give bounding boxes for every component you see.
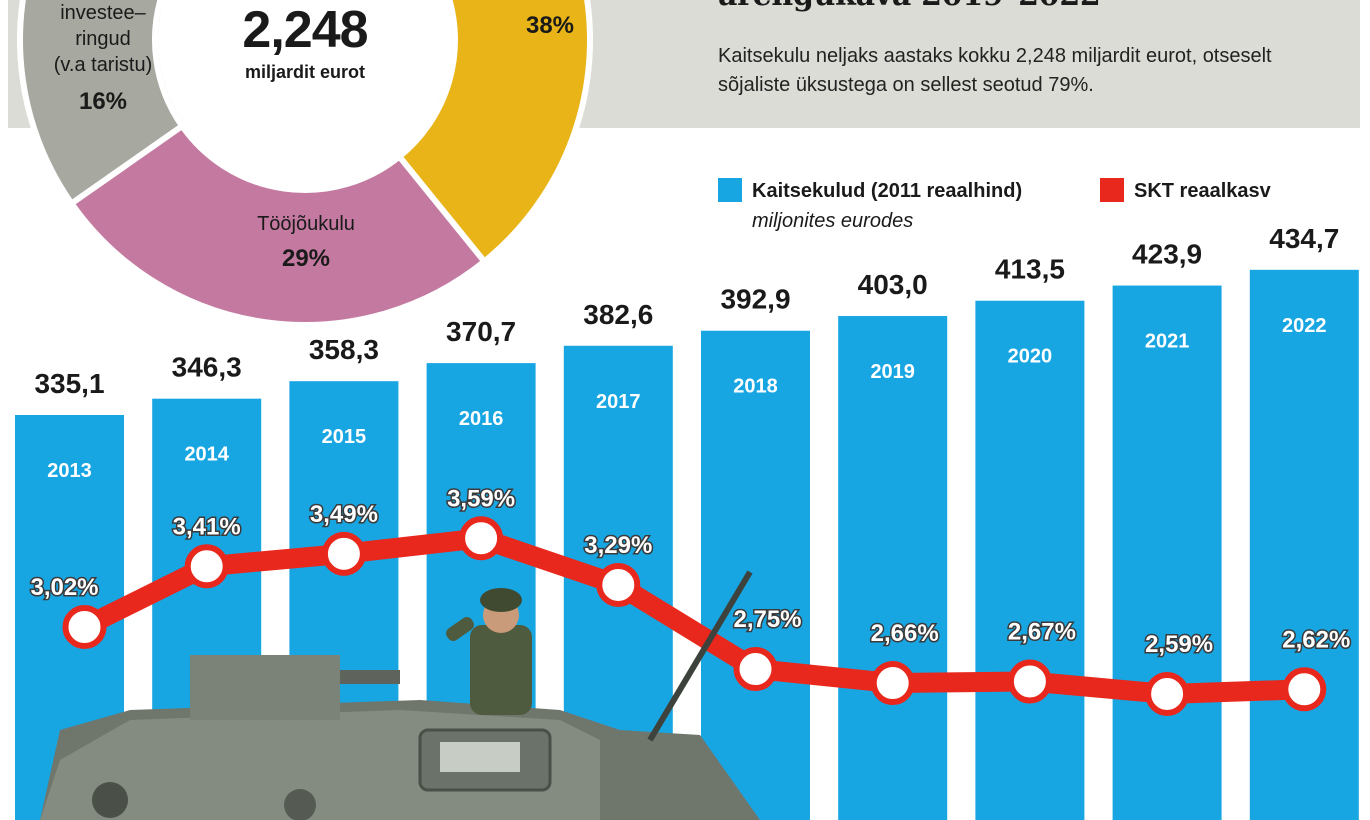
growth-point xyxy=(459,516,504,561)
bar-2019 xyxy=(838,316,948,820)
donut-total-unit: miljardit eurot xyxy=(244,62,365,82)
chart-subtitle: Kaitsekulu neljaks aastaks kokku 2,248 m… xyxy=(718,45,1272,96)
segment-percent-labor: 29% xyxy=(281,245,331,272)
bar-year-label: 2018 xyxy=(733,376,778,398)
growth-point xyxy=(321,531,366,576)
legend-swatch-bars xyxy=(718,178,742,202)
bar-value-label: 346,3 xyxy=(172,352,242,383)
growth-point xyxy=(733,647,778,692)
growth-value-label: 2,66% xyxy=(871,620,939,647)
growth-value-label: 3,29% xyxy=(584,532,652,559)
growth-point xyxy=(1007,659,1052,704)
bar-year-label: 2013 xyxy=(47,460,92,482)
bar-2018 xyxy=(701,330,810,820)
growth-value-label: 2,59% xyxy=(1145,631,1213,658)
bar-value-label: 382,6 xyxy=(583,299,653,330)
bar-value-label: 413,5 xyxy=(995,254,1065,285)
growth-value-label: 3,49% xyxy=(310,501,378,528)
legend-bars: Kaitsekulud (2011 reaalhind) miljonites … xyxy=(718,176,1022,236)
growth-point xyxy=(184,544,229,589)
bar-year-label: 2020 xyxy=(1008,346,1053,368)
bar-value-label: 392,9 xyxy=(720,284,790,315)
bar-year-label: 2017 xyxy=(596,391,641,413)
donut-segment xyxy=(67,121,489,328)
bar-value-label: 403,0 xyxy=(858,269,928,300)
growth-value-label: 3,41% xyxy=(173,513,241,540)
donut-hole xyxy=(158,0,452,187)
growth-value-label: 3,02% xyxy=(30,574,98,601)
growth-point xyxy=(870,661,915,706)
soldier xyxy=(446,588,532,715)
bar-year-label: 2021 xyxy=(1145,331,1190,353)
bar-year-label: 2014 xyxy=(184,444,229,466)
bar-year-label: 2015 xyxy=(322,426,367,448)
segment-label-labor: Tööjõukulu xyxy=(257,213,355,235)
chart-title: arengukava 2019–2022 xyxy=(718,0,1101,13)
segment-label-line: investee– xyxy=(60,2,146,24)
legend-swatch-line xyxy=(1100,178,1124,202)
bar-2022 xyxy=(1249,269,1359,820)
legend-bars-label: Kaitsekulud (2011 reaalhind) xyxy=(752,180,1023,202)
armored-vehicle-with-soldier-photo xyxy=(40,570,760,820)
growth-point xyxy=(1145,671,1190,716)
bar-2021 xyxy=(1112,285,1222,820)
growth-line xyxy=(74,528,1315,704)
bar-value-label: 358,3 xyxy=(309,334,379,365)
bar-year-label: 2022 xyxy=(1282,315,1327,337)
segment-label-line: ringud xyxy=(75,28,131,50)
growth-value-label: 2,62% xyxy=(1282,626,1350,653)
growth-value-label: 3,59% xyxy=(447,485,515,512)
donut-total-value: 2,248 xyxy=(242,1,368,59)
bar-value-label: 335,1 xyxy=(34,368,104,399)
bar-value-label: 370,7 xyxy=(446,316,516,347)
bar-2020 xyxy=(975,300,1085,820)
growth-point xyxy=(62,605,107,649)
segment-percent-investments: 16% xyxy=(78,88,128,115)
legend-line: SKT reaalkasv xyxy=(1100,176,1271,206)
bar-value-label: 434,7 xyxy=(1269,223,1339,254)
growth-point xyxy=(596,562,641,607)
segment-label-line: (v.a taristu) xyxy=(53,54,153,76)
bar-value-label: 423,9 xyxy=(1132,239,1202,270)
legend-line-label: SKT reaalkasv xyxy=(1134,180,1271,202)
legend-bars-sublabel: miljonites eurodes xyxy=(752,210,914,232)
segment-label-investments: investee– ringud (v.a taristu) xyxy=(28,0,178,78)
growth-value-label: 2,67% xyxy=(1008,618,1076,645)
vehicle-hull xyxy=(40,570,760,820)
growth-value-label: 2,75% xyxy=(733,606,801,633)
segment-percent-yellow: 38% xyxy=(525,12,575,39)
growth-point xyxy=(1282,667,1327,712)
budget-donut-chart xyxy=(17,0,593,328)
bar-year-label: 2016 xyxy=(459,408,504,430)
bar-year-label: 2019 xyxy=(870,361,915,383)
